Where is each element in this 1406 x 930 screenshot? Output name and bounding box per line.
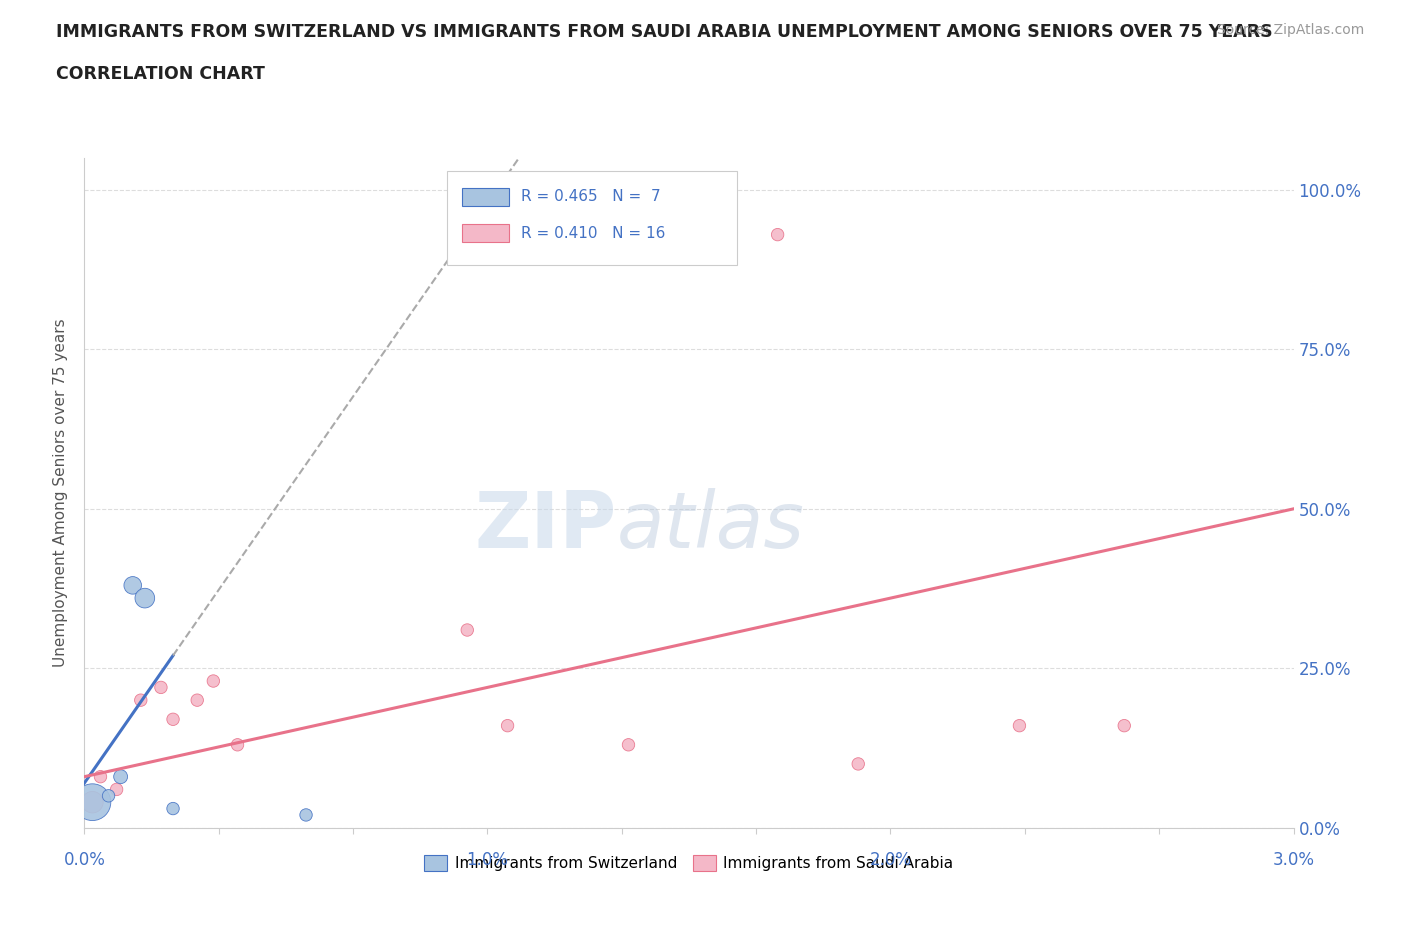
Point xyxy=(82,795,104,810)
Text: atlas: atlas xyxy=(616,488,804,565)
Text: R = 0.410   N = 16: R = 0.410 N = 16 xyxy=(522,226,665,241)
Point xyxy=(134,591,156,605)
Point xyxy=(105,782,128,797)
Point xyxy=(82,795,104,810)
Text: IMMIGRANTS FROM SWITZERLAND VS IMMIGRANTS FROM SAUDI ARABIA UNEMPLOYMENT AMONG S: IMMIGRANTS FROM SWITZERLAND VS IMMIGRANT… xyxy=(56,23,1272,41)
Point xyxy=(202,673,225,688)
Text: CORRELATION CHART: CORRELATION CHART xyxy=(56,65,266,83)
Point xyxy=(226,737,249,752)
Text: 0.0%: 0.0% xyxy=(63,851,105,869)
Point xyxy=(846,756,869,771)
Text: R = 0.465   N =  7: R = 0.465 N = 7 xyxy=(522,190,661,205)
Point xyxy=(1114,718,1136,733)
Text: 2.0%: 2.0% xyxy=(869,851,911,869)
Point xyxy=(617,737,640,752)
Text: ZIP: ZIP xyxy=(474,488,616,565)
Point xyxy=(186,693,208,708)
Point xyxy=(149,680,172,695)
Point xyxy=(97,789,120,804)
Text: 1.0%: 1.0% xyxy=(467,851,509,869)
Y-axis label: Unemployment Among Seniors over 75 years: Unemployment Among Seniors over 75 years xyxy=(53,319,69,667)
Point xyxy=(295,807,318,822)
Point xyxy=(89,769,111,784)
Text: 3.0%: 3.0% xyxy=(1272,851,1315,869)
Point xyxy=(766,227,789,242)
FancyBboxPatch shape xyxy=(461,224,509,243)
Point xyxy=(110,769,132,784)
FancyBboxPatch shape xyxy=(461,188,509,206)
Point xyxy=(456,622,478,637)
Point xyxy=(496,718,519,733)
Text: Source: ZipAtlas.com: Source: ZipAtlas.com xyxy=(1216,23,1364,37)
Point xyxy=(121,578,143,592)
Point xyxy=(1008,718,1031,733)
Point xyxy=(129,693,152,708)
FancyBboxPatch shape xyxy=(447,171,737,265)
Point xyxy=(162,711,184,726)
Legend: Immigrants from Switzerland, Immigrants from Saudi Arabia: Immigrants from Switzerland, Immigrants … xyxy=(419,849,959,877)
Point xyxy=(162,801,184,816)
